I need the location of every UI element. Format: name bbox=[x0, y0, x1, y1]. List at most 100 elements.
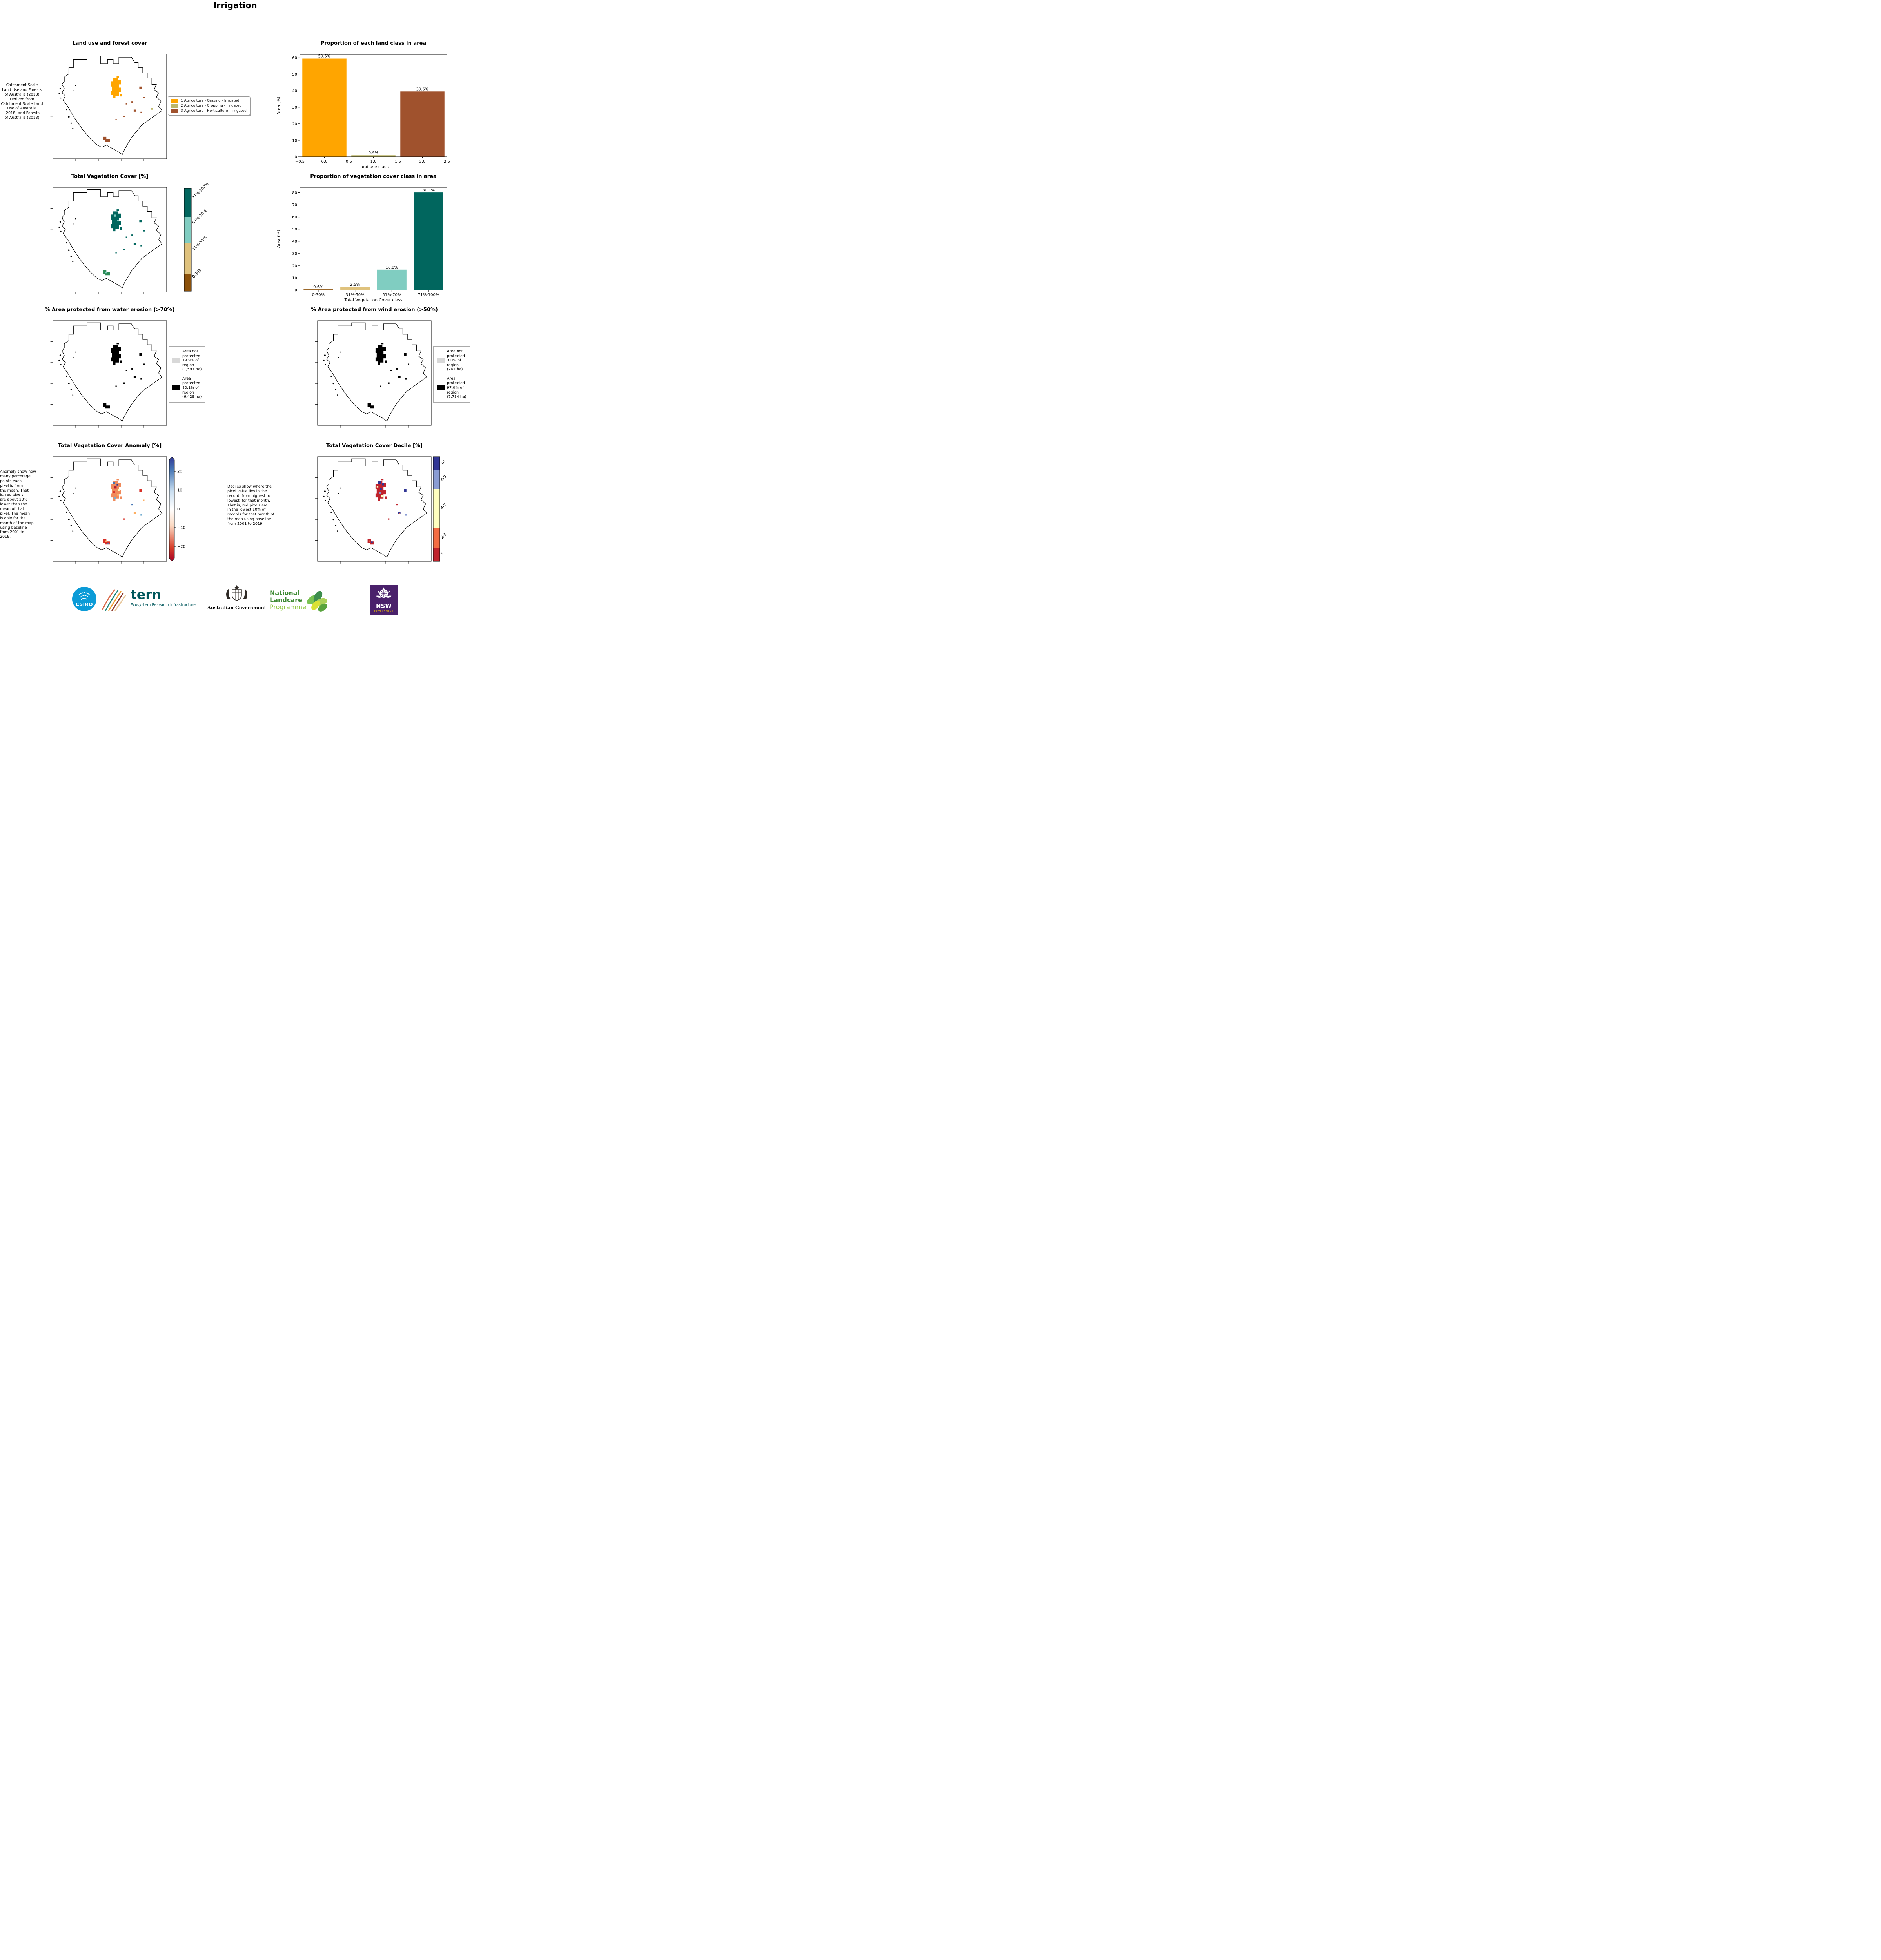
svg-text:70: 70 bbox=[292, 203, 297, 207]
water-erosion-legend: Area not protected 19.9% of region (1,59… bbox=[169, 346, 205, 403]
decile-map-title: Total Vegetation Cover Decile [%] bbox=[326, 443, 423, 449]
anomaly-colorbar: 20 10 0 −10 −20 bbox=[169, 456, 185, 562]
csiro-wave-icon bbox=[78, 592, 90, 600]
svg-text:31%-50%: 31%-50% bbox=[346, 293, 365, 297]
svg-text:0: 0 bbox=[295, 289, 297, 293]
page-title: Irrigation bbox=[213, 1, 257, 10]
landcare-leaves-icon bbox=[307, 591, 327, 612]
anomaly-tick-neg20: −20 bbox=[177, 545, 185, 549]
waratah-icon bbox=[376, 587, 392, 598]
svg-text:0.5: 0.5 bbox=[346, 160, 352, 164]
svg-text:80.1%: 80.1% bbox=[422, 188, 435, 192]
colorbar-label-71-100: 71%-100% bbox=[191, 182, 209, 200]
map-frame bbox=[50, 54, 167, 162]
svg-text:40: 40 bbox=[292, 240, 297, 244]
protected-area-patch bbox=[375, 343, 387, 365]
anomaly-description: Anomaly show how many percetage points e… bbox=[0, 470, 36, 539]
nsw-wordmark: NSW bbox=[376, 603, 392, 610]
map-frame bbox=[50, 187, 167, 295]
nsw-government-label: GOVERNMENT bbox=[374, 610, 394, 613]
svg-text:20: 20 bbox=[292, 264, 297, 268]
decile-map bbox=[315, 456, 432, 564]
anomaly-tick-20: 20 bbox=[177, 470, 182, 474]
landcare-line2: Landcare bbox=[270, 596, 302, 604]
legend-item-protected: Area protected 80.1% of region (6,428 ha… bbox=[172, 377, 202, 399]
not-protected-swatch bbox=[172, 358, 180, 363]
catchment-outline bbox=[58, 55, 163, 155]
decile-label-2-3: 2-3 bbox=[440, 532, 447, 540]
svg-text:10: 10 bbox=[292, 138, 297, 143]
legend-item-protected: Area protected 97.0% of region (7,784 ha… bbox=[437, 377, 467, 399]
anomaly-map-title: Total Vegetation Cover Anomaly [%] bbox=[58, 443, 162, 449]
decile-label-4-7: 4-7 bbox=[440, 503, 447, 510]
svg-text:−0.5: −0.5 bbox=[295, 160, 305, 164]
svg-text:30: 30 bbox=[292, 252, 297, 256]
legend-item-not-protected: Area not protected 19.9% of region (1,59… bbox=[172, 349, 202, 372]
colorbar-label-51-70: 51%-70% bbox=[191, 209, 208, 225]
decile-seg-4-7 bbox=[433, 489, 440, 528]
svg-text:Total Vegetation Cover class: Total Vegetation Cover class bbox=[344, 298, 403, 303]
colorbar-seg-71-100 bbox=[184, 188, 191, 217]
svg-text:0: 0 bbox=[295, 155, 297, 160]
anomaly-tick-0: 0 bbox=[177, 507, 180, 512]
land-use-legend: 1 Agriculture - Grazing - Irrigated 2 Ag… bbox=[168, 96, 250, 115]
not-protected-label: Area not protected 3.0% of region (241 h… bbox=[447, 349, 465, 372]
land-use-map bbox=[50, 54, 167, 162]
svg-text:1.5: 1.5 bbox=[395, 160, 401, 164]
svg-text:60: 60 bbox=[292, 215, 297, 220]
protected-swatch bbox=[172, 385, 180, 391]
horticulture-patch bbox=[103, 136, 110, 142]
decile-label-1: 1 bbox=[440, 552, 445, 556]
svg-text:Area (%): Area (%) bbox=[276, 230, 281, 248]
svg-text:71%-100%: 71%-100% bbox=[418, 293, 439, 297]
svg-text:80: 80 bbox=[292, 191, 297, 195]
protected-label: Area protected 80.1% of region (6,428 ha… bbox=[182, 376, 202, 399]
veg-cover-patch bbox=[111, 209, 122, 232]
cropping-label: 2 Agriculture - Cropping - Irrigated bbox=[181, 104, 242, 108]
svg-text:40: 40 bbox=[292, 89, 297, 93]
veg-cover-colorbar: 71%-100% 51%-70% 31%-50% 0-30% bbox=[184, 182, 210, 292]
catchment-outline bbox=[58, 189, 163, 289]
wind-erosion-legend: Area not protected 3.0% of region (241 h… bbox=[433, 346, 470, 403]
svg-text:2.0: 2.0 bbox=[419, 160, 426, 164]
svg-text:60: 60 bbox=[292, 56, 297, 60]
svg-text:0-30%: 0-30% bbox=[312, 293, 325, 297]
legend-item-cropping: 2 Agriculture - Cropping - Irrigated bbox=[171, 104, 247, 108]
anomaly-map bbox=[50, 456, 167, 564]
tern-tagline: Ecosystem Research Infrastructure bbox=[131, 603, 196, 607]
svg-text:0.9%: 0.9% bbox=[369, 151, 378, 155]
colorbar-label-0-30: 0-30% bbox=[191, 267, 203, 279]
svg-text:Area (%): Area (%) bbox=[276, 97, 281, 115]
land-class-bar-chart: 59.5% 0.9% 39.6% 0 10 20 30 40 50 60 −0.5 0.0 0.5 1.0… bbox=[274, 49, 455, 171]
australian-government-label: Australian Government bbox=[207, 605, 267, 610]
colorbar-seg-51-70 bbox=[184, 217, 191, 243]
svg-text:59.5%: 59.5% bbox=[318, 54, 331, 59]
legend-item-horticulture: 3 Agriculture - Horticulture - Irrigated bbox=[171, 109, 247, 113]
report-page: Irrigation Land use and forest cover Cat… bbox=[0, 0, 470, 619]
protected-swatch bbox=[437, 385, 445, 391]
veg-cover-map-title: Total Vegetation Cover [%] bbox=[71, 174, 149, 180]
cropping-swatch bbox=[171, 104, 178, 108]
decile-description: Deciles show where the pixel value lies … bbox=[227, 485, 274, 526]
decile-seg-2-3 bbox=[433, 528, 440, 548]
tern-wordmark: tern bbox=[131, 587, 161, 602]
wind-erosion-map bbox=[315, 320, 432, 428]
anomaly-tick-10: 10 bbox=[177, 488, 182, 493]
protected-area-patch bbox=[111, 343, 122, 365]
decile-label-10: 10 bbox=[440, 459, 447, 466]
colorbar-seg-31-50 bbox=[184, 243, 191, 274]
not-protected-swatch bbox=[437, 358, 445, 363]
anomaly-speckles bbox=[113, 482, 145, 520]
svg-text:1.0: 1.0 bbox=[370, 160, 377, 164]
decile-seg-1 bbox=[433, 548, 440, 561]
decile-label-8-9: 8-9 bbox=[440, 475, 447, 482]
svg-text:Land use class: Land use class bbox=[358, 165, 389, 169]
svg-text:20: 20 bbox=[292, 122, 297, 126]
veg-cover-chart-title: Proportion of vegetation cover class in … bbox=[310, 174, 437, 180]
decile-seg-8-9 bbox=[433, 470, 440, 489]
colorbar-seg-0-30 bbox=[184, 274, 191, 291]
australian-coat-of-arms-icon bbox=[226, 585, 247, 601]
svg-text:30: 30 bbox=[292, 105, 297, 110]
land-use-map-title: Land use and forest cover bbox=[72, 40, 147, 46]
tern-logo: tern Ecosystem Research Infrastructure bbox=[131, 588, 196, 607]
